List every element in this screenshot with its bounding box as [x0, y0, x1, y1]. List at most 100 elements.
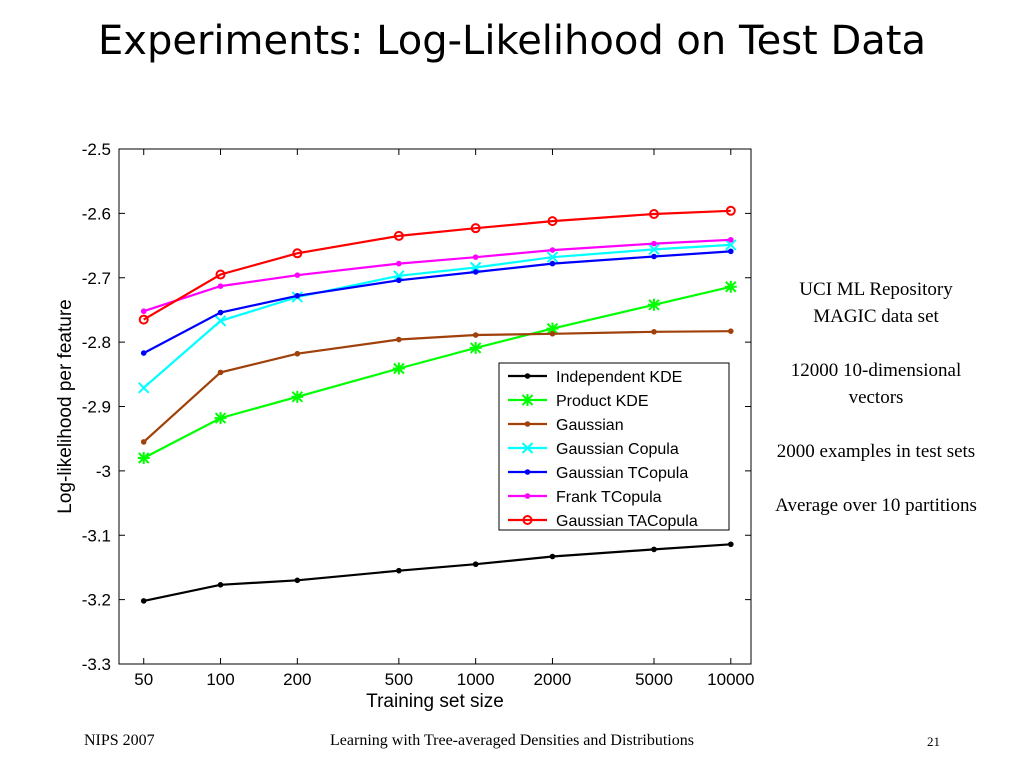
x-tick-label: 10000: [707, 670, 754, 689]
data-point-product-kde: [724, 280, 737, 293]
x-axis-label: Training set size: [366, 691, 504, 712]
y-axis-label: Log-likelihood per feature: [55, 299, 76, 513]
y-tick-label: -3.3: [82, 655, 111, 674]
data-point-gaussian-copula: [725, 239, 737, 251]
legend-label-gaussian: Gaussian: [556, 417, 624, 434]
legend-box: [498, 362, 730, 531]
data-point-independent-kde: [472, 561, 479, 568]
x-tick-label: 2000: [534, 670, 572, 689]
series-line-gaussian-copula: [142, 243, 731, 389]
legend-marker-gaussian-tcopula: [524, 469, 531, 475]
data-point-gaussian: [651, 329, 657, 335]
data-point-product-kde: [137, 452, 150, 464]
data-point-gaussian: [549, 330, 556, 337]
data-point-gaussian: [217, 369, 224, 376]
data-point-product-kde: [291, 390, 304, 403]
legend-label-independent-kde: Independent KDE: [556, 369, 682, 386]
data-point-gaussian-tacopula: [648, 209, 659, 220]
x-tick-label: 50: [134, 670, 153, 689]
data-point-gaussian: [727, 328, 734, 334]
legend-label-product-kde: Product KDE: [556, 393, 648, 410]
data-point-product-kde: [546, 322, 559, 335]
legend-marker-product-kde: [521, 394, 534, 406]
data-point-frank-tcopula: [217, 283, 224, 289]
data-point-frank-tcopula: [294, 272, 301, 278]
footer-talk-title: Learning with Tree-averaged Densities an…: [330, 732, 694, 749]
data-point-gaussian-tcopula: [140, 350, 147, 356]
legend-label-gaussian-tacopula: Gaussian TACopula: [556, 513, 698, 530]
legend-marker-independent-kde: [524, 373, 531, 379]
series-line-product-kde: [143, 285, 732, 459]
data-point-gaussian-tacopula: [547, 216, 558, 227]
y-tick-label: -3: [96, 462, 111, 481]
data-point-independent-kde: [549, 553, 556, 560]
legend-label-frank-tcopula: Frank TCopula: [556, 489, 662, 506]
data-point-product-kde: [647, 298, 660, 311]
series-line-frank-tcopula: [143, 238, 731, 313]
data-point-gaussian-tacopula: [393, 230, 404, 241]
data-point-gaussian-tcopula: [549, 260, 556, 267]
y-tick-label: -2.7: [82, 269, 111, 288]
data-point-frank-tcopula: [472, 254, 479, 260]
slide-title: Experiments: Log-Likelihood on Test Data: [98, 18, 926, 64]
data-point-gaussian-tcopula: [472, 269, 479, 275]
data-point-gaussian-tacopula: [215, 269, 226, 280]
x-tick-label: 500: [385, 670, 413, 689]
data-point-gaussian-copula: [546, 251, 559, 263]
x-tick-label: 5000: [635, 670, 673, 689]
data-point-gaussian: [472, 332, 479, 338]
data-point-product-kde: [392, 362, 405, 375]
note-partitions: Average over 10 partitions: [775, 495, 977, 516]
data-point-gaussian-tcopula: [294, 292, 301, 299]
series-line-gaussian-tcopula: [143, 250, 731, 355]
data-point-gaussian-tacopula: [470, 223, 481, 234]
data-point-independent-kde: [651, 546, 657, 553]
data-point-frank-tcopula: [727, 236, 734, 243]
legend-marker-gaussian-tacopula: [522, 515, 533, 525]
data-point-product-kde: [469, 341, 482, 354]
legend-marker-gaussian: [524, 421, 531, 427]
note-test-sets: 2000 examples in test sets: [776, 441, 976, 462]
data-point-gaussian-tcopula: [651, 253, 657, 260]
side-notes: UCI ML Repository MAGIC data set 12000 1…: [770, 276, 982, 546]
series-line-gaussian-tacopula: [143, 209, 731, 321]
y-tick-label: -3.2: [82, 591, 111, 610]
data-point-frank-tcopula: [549, 247, 556, 253]
data-point-frank-tcopula: [396, 260, 402, 267]
data-point-independent-kde: [217, 582, 224, 588]
y-tick-label: -2.5: [82, 140, 111, 159]
y-tick-label: -2.6: [82, 204, 111, 223]
legend-marker-gaussian-copula: [521, 442, 534, 454]
data-point-independent-kde: [727, 541, 734, 548]
y-tick-label: -3.1: [82, 526, 111, 545]
data-point-gaussian-tacopula: [292, 248, 303, 259]
data-point-gaussian-tcopula: [727, 248, 734, 255]
data-point-gaussian-tacopula: [138, 314, 149, 325]
data-point-gaussian-copula: [648, 243, 660, 256]
series-line-independent-kde: [143, 543, 731, 602]
data-point-independent-kde: [140, 598, 147, 604]
x-tick-label: 200: [283, 670, 311, 689]
data-point-frank-tcopula: [140, 308, 147, 315]
footer-conference: NIPS 2007: [84, 732, 155, 749]
data-point-independent-kde: [294, 577, 301, 584]
data-point-independent-kde: [396, 567, 402, 574]
legend-label-gaussian-tcopula: Gaussian TCopula: [556, 465, 688, 482]
data-point-gaussian-tcopula: [217, 309, 224, 316]
data-point-gaussian: [294, 350, 301, 357]
y-tick-label: -2.9: [82, 398, 111, 417]
legend-marker-frank-tcopula: [524, 493, 531, 499]
data-point-gaussian-copula: [214, 315, 227, 327]
page-number: 21: [927, 734, 940, 749]
data-point-gaussian-tacopula: [725, 205, 736, 216]
x-tick-label: 100: [206, 670, 234, 689]
data-point-gaussian-copula: [138, 382, 150, 394]
y-tick-label: -2.8: [82, 333, 111, 352]
note-dataset: UCI ML Repository MAGIC data set: [799, 279, 953, 327]
data-point-product-kde: [214, 412, 227, 425]
legend-label-gaussian-copula: Gaussian Copula: [556, 441, 679, 458]
data-point-gaussian: [140, 439, 147, 445]
data-point-frank-tcopula: [651, 240, 657, 247]
series-line-gaussian: [142, 330, 731, 443]
